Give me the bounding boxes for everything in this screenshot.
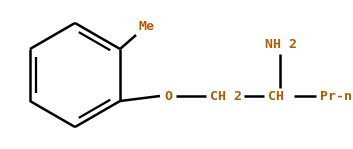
Text: CH 2: CH 2 bbox=[210, 90, 242, 103]
Text: Pr-n: Pr-n bbox=[320, 90, 352, 103]
Text: Me: Me bbox=[138, 21, 154, 34]
Text: CH: CH bbox=[268, 90, 284, 103]
Text: O: O bbox=[164, 90, 172, 103]
Text: NH 2: NH 2 bbox=[265, 38, 297, 51]
